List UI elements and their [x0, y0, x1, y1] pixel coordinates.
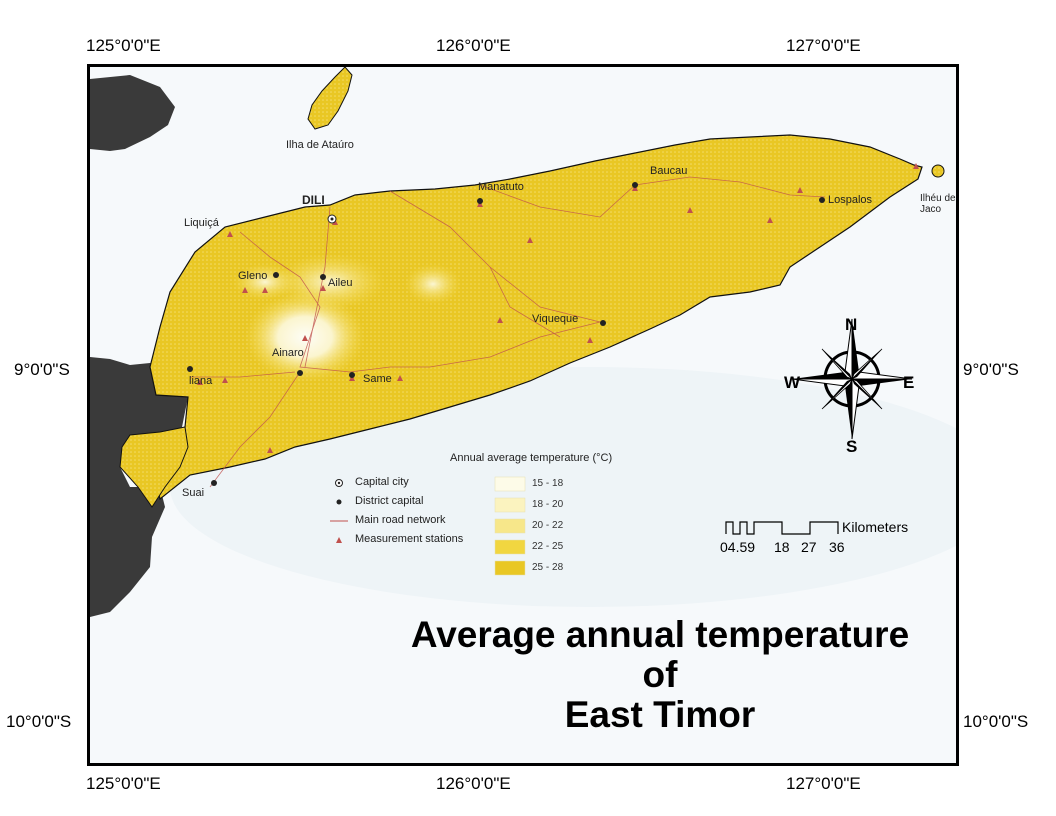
atauro-island — [307, 67, 353, 130]
place-label-aileu: Aileu — [328, 277, 353, 289]
place-label-ainaro: Ainaro — [272, 347, 304, 359]
district-capitals — [187, 182, 825, 486]
compass-west-label: W — [784, 373, 801, 392]
place-label-manatuto: Manatuto — [478, 181, 524, 193]
legend-stations-label: Measurement stations — [355, 533, 464, 545]
cool-zone-gleno — [233, 264, 297, 300]
left-latitude-label-9: 9°0'0"S — [14, 360, 70, 379]
compass-south-label: S — [846, 437, 858, 456]
legend-swatch-22-25 — [494, 539, 526, 555]
temperature-legend-swatches — [494, 476, 526, 576]
place-label-viqueque: Viqueque — [532, 313, 579, 325]
place-label-suai: Suai — [182, 487, 205, 499]
scale-unit-label: Kilometers — [842, 519, 909, 535]
legend-swatch-15-18 — [494, 476, 526, 492]
map-canvas — [90, 67, 956, 763]
legend-district-symbol — [336, 499, 342, 505]
scale-tick-27: 27 — [801, 539, 817, 555]
place-label-baucau: Baucau — [650, 165, 688, 177]
legend-station-symbol — [336, 537, 342, 543]
legend-range-2: 20 - 22 — [532, 520, 564, 531]
scale-tick-18: 18 — [774, 539, 790, 555]
bottom-longitude-label-127: 127°0'0"E — [786, 774, 861, 793]
jaco-islet — [931, 164, 945, 178]
cool-zone-east — [405, 264, 461, 304]
legend-swatch-25-28 — [494, 560, 526, 576]
place-label-gleno: Gleno — [238, 270, 268, 282]
legend-swatch-18-20 — [494, 497, 526, 513]
place-label-maliana: liana — [189, 375, 213, 387]
top-longitude-label-126: 126°0'0"E — [436, 36, 511, 55]
cool-zone-aileu — [275, 254, 385, 310]
left-latitude-label-10: 10°0'0"S — [6, 712, 72, 731]
suai-coast-lobe — [119, 426, 189, 508]
legend-range-1: 18 - 20 — [532, 499, 564, 510]
scale-tick-0: 04.59 — [720, 539, 756, 555]
scale-tick-36: 36 — [829, 539, 845, 555]
map-title: Average annual temperature of East Timor — [390, 615, 930, 735]
map-title-line-1: Average annual temperature — [410, 614, 910, 655]
top-longitude-label-125: 125°0'0"E — [86, 36, 161, 55]
place-label-jaco: Ilhéu de Jaco — [920, 193, 956, 215]
map-title-line-3: East Timor — [564, 694, 756, 735]
map-frame: Ilha de Ataúro DILI Liquiçá Manatuto Bau… — [87, 64, 959, 766]
place-label-lospalos: Lospalos — [828, 194, 873, 206]
compass-north-label: N — [845, 315, 858, 334]
right-latitude-label-10: 10°0'0"S — [963, 712, 1029, 731]
east-timor-mainland — [149, 134, 923, 501]
bottom-longitude-label-126: 126°0'0"E — [436, 774, 511, 793]
scale-bar — [725, 521, 839, 535]
legend-swatch-20-22 — [494, 518, 526, 534]
top-longitude-label-127: 127°0'0"E — [786, 36, 861, 55]
place-label-dili: DILI — [302, 193, 325, 207]
place-label-atauro: Ilha de Ataúro — [286, 139, 354, 151]
legend-range-0: 15 - 18 — [532, 478, 564, 489]
place-label-liquica: Liquiçá — [184, 217, 219, 229]
compass-east-label: E — [903, 373, 915, 392]
bottom-longitude-label-125: 125°0'0"E — [86, 774, 161, 793]
right-latitude-label-9: 9°0'0"S — [963, 360, 1019, 379]
road-network — [190, 176, 826, 488]
map-title-line-2: of — [642, 654, 678, 695]
legend-range-3: 22 - 25 — [532, 541, 564, 552]
neighbor-land-west — [90, 75, 188, 617]
legend-district-label: District capital — [355, 495, 424, 507]
legend-road-label: Main road network — [355, 514, 446, 526]
legend-range-4: 25 - 28 — [532, 562, 564, 573]
compass-rose — [791, 318, 913, 440]
place-label-same: Same — [363, 373, 392, 385]
legend-capital-label: Capital city — [355, 476, 409, 488]
legend-temperature-title: Annual average temperature (°C) — [450, 452, 613, 464]
